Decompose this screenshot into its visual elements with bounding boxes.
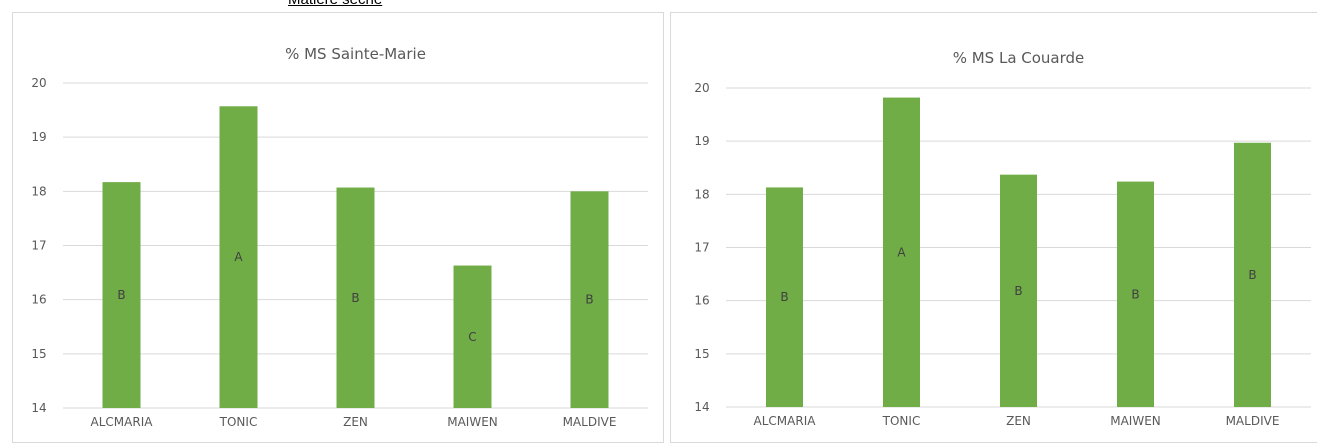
y-tick-label: 19 xyxy=(694,134,709,148)
bar-maiwen xyxy=(1117,181,1154,407)
x-tick-label-tonic: TONIC xyxy=(219,415,258,429)
y-tick-label: 20 xyxy=(31,76,46,90)
chart-panel-la-couarde: % MS La Couarde 14 15 16 17 18 19 20 B ALCMARIA A T… xyxy=(670,12,1317,443)
x-tick-label-maldive: MALDIVE xyxy=(563,415,617,429)
bar-label-tonic: A xyxy=(897,245,906,259)
bar-alcmaria xyxy=(766,187,803,407)
bar-label-maldive: B xyxy=(1248,268,1256,282)
bar-tonic xyxy=(219,106,258,409)
y-tick-label: 17 xyxy=(694,241,709,255)
x-tick-label-alcmaria: ALCMARIA xyxy=(91,415,154,429)
x-tick-label-tonic: TONIC xyxy=(882,414,921,428)
bar-tonic xyxy=(883,97,920,407)
chart-svg-sainte-marie: % MS Sainte-Marie 14 15 16 17 18 19 20 B ALCMARIA… xyxy=(31,45,648,429)
y-tick-label: 17 xyxy=(31,239,46,253)
bar-maldive xyxy=(570,191,609,408)
bar-label-zen: B xyxy=(1014,284,1022,298)
x-tick-label-maiwen: MAIWEN xyxy=(1110,414,1161,428)
x-tick-label-maldive: MALDIVE xyxy=(1226,414,1280,428)
y-tick-label: 19 xyxy=(31,130,46,144)
x-tick-label-zen: ZEN xyxy=(1006,414,1031,428)
y-tick-label: 15 xyxy=(694,347,709,361)
chart-title: % MS Sainte-Marie xyxy=(285,45,426,63)
y-tick-label: 18 xyxy=(31,184,46,198)
y-tick-label: 15 xyxy=(31,347,46,361)
bar-label-maiwen: B xyxy=(1131,287,1139,301)
y-tick-label: 18 xyxy=(694,187,709,201)
bar-label-alcmaria: B xyxy=(780,290,788,304)
bar-maldive xyxy=(1234,142,1271,408)
bar-label-zen: B xyxy=(351,291,359,305)
chart-panel-sainte-marie: % MS Sainte-Marie 14 15 16 17 18 19 20 B ALCMARIA… xyxy=(12,12,664,443)
y-tick-label: 14 xyxy=(694,400,709,414)
y-tick-label: 16 xyxy=(31,293,46,307)
chart-title: % MS La Couarde xyxy=(953,49,1085,67)
chart-svg-la-couarde: % MS La Couarde 14 15 16 17 18 19 20 B ALCMARIA A T… xyxy=(694,49,1311,428)
y-tick-label: 16 xyxy=(694,294,709,308)
bar-maiwen xyxy=(453,265,492,408)
page-heading: Matière sèche xyxy=(288,0,382,8)
bar-label-maiwen: C xyxy=(468,330,476,344)
bar-alcmaria xyxy=(102,182,141,408)
bar-zen xyxy=(1000,174,1037,407)
bar-zen xyxy=(336,187,375,408)
x-tick-label-alcmaria: ALCMARIA xyxy=(754,414,817,428)
bar-label-alcmaria: B xyxy=(117,288,125,302)
bar-label-maldive: B xyxy=(585,293,593,307)
x-tick-label-maiwen: MAIWEN xyxy=(447,415,498,429)
y-tick-label: 14 xyxy=(31,401,46,415)
bar-label-tonic: A xyxy=(234,250,243,264)
y-tick-label: 20 xyxy=(694,81,709,95)
x-tick-label-zen: ZEN xyxy=(343,415,368,429)
